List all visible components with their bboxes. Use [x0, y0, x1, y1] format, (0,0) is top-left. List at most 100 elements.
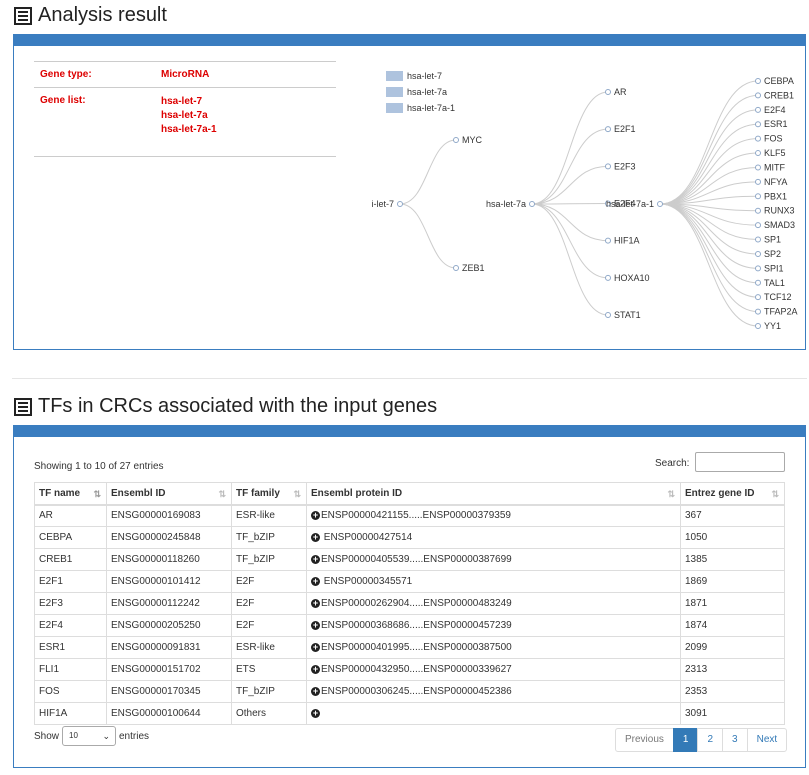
tree-node-label: TCF12 [764, 292, 792, 302]
tree-link [531, 203, 609, 205]
next-button[interactable]: Next [746, 728, 788, 752]
col-header-tf-name[interactable]: TF name ⇅ [34, 482, 107, 506]
col-header-tf-family[interactable]: TF family ⇅ [231, 482, 307, 506]
tree-node[interactable] [755, 250, 761, 257]
tree-link [531, 165, 609, 205]
tree-root-node[interactable] [397, 201, 403, 207]
col-header-protein-id[interactable]: Ensembl protein ID ⇅ [306, 482, 681, 506]
tree-node[interactable] [605, 237, 611, 244]
tree-root-label: i-let-7 [371, 199, 394, 209]
expand-plus-icon[interactable]: + [311, 707, 320, 718]
show-label: Show [34, 731, 60, 742]
tree-link [659, 166, 759, 205]
page-button-2[interactable]: 2 [697, 728, 724, 752]
search-input[interactable] [695, 452, 785, 472]
tree-link [531, 91, 609, 205]
tree-node-label: KLF5 [764, 148, 786, 158]
entrez-id-cell: 2313 [680, 658, 785, 681]
tree-node[interactable] [755, 164, 761, 171]
legend-swatch [386, 103, 403, 113]
tree-root-node[interactable] [529, 201, 535, 207]
tf-name-cell: FOS [34, 680, 107, 703]
ensembl-id-cell: ENSG00000169083 [106, 504, 232, 527]
gene-info-table: Gene type: MicroRNA Gene list: hsa-let-7… [34, 61, 336, 157]
tree-node-label: SP1 [764, 235, 781, 245]
col-header-ensembl-id[interactable]: Ensembl ID ⇅ [106, 482, 232, 506]
tree-node[interactable] [755, 135, 761, 142]
tree-node[interactable] [605, 89, 611, 95]
search-label: Search: [655, 458, 690, 469]
tree-node[interactable] [755, 323, 761, 329]
legend-swatch [386, 71, 403, 81]
tree-node[interactable] [605, 163, 611, 170]
expand-plus-icon[interactable]: + [311, 575, 320, 586]
gene-list-row: Gene list: hsa-let-7 hsa-let-7a hsa-let-… [34, 87, 336, 144]
legend-label: hsa-let-7 [407, 71, 442, 81]
tree-link [659, 138, 759, 205]
tree-link [659, 80, 759, 205]
analysis-panel: Gene type: MicroRNA Gene list: hsa-let-7… [13, 34, 806, 350]
tf-family-cell: TF_bZIP [231, 548, 307, 571]
tf-family-cell: E2F [231, 570, 307, 593]
tree-node-label: TAL1 [764, 278, 785, 288]
tree-node[interactable] [755, 279, 761, 286]
expand-plus-icon[interactable]: + [311, 510, 320, 521]
page-button-3[interactable]: 3 [722, 728, 748, 752]
tree-node[interactable] [453, 137, 459, 143]
section-divider [12, 378, 807, 379]
tree-node[interactable] [755, 294, 761, 301]
tree-node[interactable] [755, 178, 761, 185]
expand-plus-icon[interactable]: + [311, 597, 320, 608]
table-row: E2F3 ENSG00000112242 E2F + ENSP00000262904..… [34, 592, 785, 615]
tree-node[interactable] [755, 236, 761, 243]
sort-icon: ⇅ [667, 489, 675, 499]
expand-plus-icon[interactable]: + [311, 663, 320, 674]
tree-node[interactable] [755, 222, 761, 229]
tree-node[interactable] [605, 274, 611, 281]
tf-family-cell: TF_bZIP [231, 680, 307, 703]
expand-plus-icon[interactable]: + [311, 619, 320, 630]
page-length-select[interactable]: 10 ⌄ [62, 726, 116, 746]
tree-node[interactable] [605, 126, 611, 133]
col-header-entrez-id[interactable]: Entrez gene ID ⇅ [680, 482, 785, 506]
expand-plus-icon[interactable]: + [311, 685, 320, 696]
ensembl-id-cell: ENSG00000100644 [106, 702, 232, 725]
gene-list-item: hsa-let-7a-1 [161, 124, 217, 135]
expand-plus-icon[interactable]: + [311, 531, 320, 542]
tf-family-cell: Others [231, 702, 307, 725]
tf-family-cell: E2F [231, 614, 307, 637]
sort-icon: ⇅ [293, 489, 301, 499]
tf-family-cell: ESR-like [231, 636, 307, 659]
tree-node[interactable] [755, 78, 761, 84]
tree-node[interactable] [605, 312, 611, 318]
tree-node[interactable] [755, 193, 761, 200]
expand-plus-icon[interactable]: + [311, 553, 320, 564]
tree-node[interactable] [755, 207, 761, 214]
tree-node[interactable] [755, 106, 761, 113]
tree-link [531, 203, 609, 316]
showing-entries-info: Showing 1 to 10 of 27 entries [34, 461, 164, 472]
tree-root-node[interactable] [657, 201, 663, 207]
tree-link [659, 94, 759, 205]
expand-plus-icon[interactable]: + [311, 641, 320, 652]
tree-link [659, 203, 759, 298]
tree-link [659, 203, 759, 327]
tree-node[interactable] [755, 265, 761, 272]
tree-node[interactable] [755, 150, 761, 157]
tree-node-label: NFYA [764, 177, 787, 187]
previous-button[interactable]: Previous [615, 728, 674, 752]
tree-link [399, 139, 457, 205]
table-row: ESR1 ENSG00000091831 ESR-like + ENSP00000401… [34, 636, 785, 659]
page-button-1[interactable]: 1 [672, 728, 699, 752]
tree-link [531, 203, 609, 279]
protein-id-cell: + ENSP00000306245.....ENSP00000452386 [306, 680, 681, 703]
tree-node[interactable] [453, 265, 459, 271]
entrez-id-cell: 1385 [680, 548, 785, 571]
tree-node[interactable] [755, 121, 761, 128]
entries-label: entries [119, 731, 150, 742]
tree-node[interactable] [605, 200, 611, 207]
tree-link [531, 203, 609, 242]
tree-node[interactable] [755, 308, 761, 315]
table-row: FLI1 ENSG00000151702 ETS + ENSP00000432950..… [34, 658, 785, 681]
tree-node[interactable] [755, 92, 761, 99]
